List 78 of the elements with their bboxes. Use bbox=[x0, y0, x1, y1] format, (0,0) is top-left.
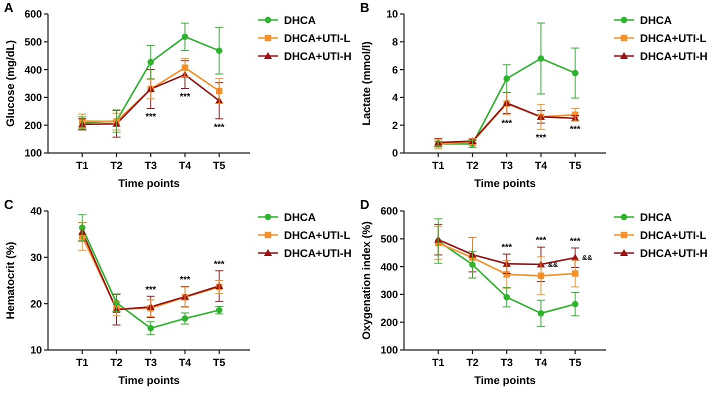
annotation: *** bbox=[145, 112, 156, 122]
chart-title: D bbox=[360, 197, 370, 212]
legend-label: DHCA+UTI-H bbox=[284, 50, 352, 63]
y-tick-label: 20 bbox=[30, 298, 42, 310]
x-tick-label: T1 bbox=[432, 357, 445, 369]
x-tick-label: T3 bbox=[144, 160, 157, 172]
y-tick-label: 400 bbox=[380, 261, 398, 274]
y-tick-label: 4 bbox=[392, 92, 398, 104]
y-tick-label: 300 bbox=[380, 289, 398, 302]
y-tick-label: 400 bbox=[24, 64, 42, 76]
x-tick-label: T4 bbox=[178, 357, 192, 369]
x-axis-title: Time points bbox=[474, 178, 536, 190]
legend-label: DHCA+UTI-L bbox=[284, 230, 351, 242]
x-tick-label: T1 bbox=[76, 357, 89, 369]
x-tick-label: T3 bbox=[500, 357, 513, 369]
x-axis-title: Time points bbox=[118, 178, 180, 190]
x-tick-label: T3 bbox=[144, 357, 157, 369]
x-axis-title: Time points bbox=[474, 375, 536, 387]
chart-title: C bbox=[4, 197, 14, 212]
legend-label: DHCA+UTI-H bbox=[284, 248, 352, 260]
x-tick-label: T5 bbox=[569, 357, 582, 369]
x-tick-label: T4 bbox=[178, 160, 192, 172]
annotation: *** bbox=[570, 236, 581, 246]
y-tick-label: 500 bbox=[24, 36, 42, 48]
x-tick-label: T2 bbox=[110, 160, 123, 172]
y-tick-label: 40 bbox=[30, 206, 42, 218]
annotation: *** bbox=[501, 118, 512, 128]
chart-title: B bbox=[360, 0, 370, 15]
y-tick-label: 300 bbox=[24, 92, 42, 104]
annotation: *** bbox=[536, 235, 547, 246]
y-tick-label: 6 bbox=[392, 64, 398, 76]
annotation: *** bbox=[570, 124, 581, 134]
x-tick-label: T1 bbox=[432, 160, 445, 172]
legend-label: DHCA+UTI-L bbox=[640, 230, 707, 242]
legend-label: DHCA+UTI-L bbox=[284, 32, 351, 45]
legend-label: DHCA bbox=[640, 212, 672, 224]
y-tick-label: 200 bbox=[380, 316, 398, 329]
y-tick-label: 200 bbox=[24, 120, 42, 132]
legend-label: DHCA bbox=[284, 212, 316, 224]
annotation: *** bbox=[214, 122, 225, 132]
x-tick-label: T2 bbox=[466, 357, 479, 369]
y-axis-title: Glucose (mg/dL) bbox=[5, 40, 17, 127]
x-tick-label: T5 bbox=[213, 357, 226, 369]
y-axis-title: Hematocrit (%) bbox=[5, 241, 17, 320]
x-tick-label: T4 bbox=[534, 160, 548, 172]
legend-label: DHCA bbox=[284, 14, 316, 27]
y-axis-title: Lactate (mmol/l) bbox=[361, 40, 373, 126]
annotation: *** bbox=[180, 92, 191, 102]
y-tick-label: 30 bbox=[30, 252, 42, 264]
x-tick-label: T2 bbox=[466, 160, 479, 172]
y-tick-label: 10 bbox=[386, 8, 398, 21]
x-tick-label: T1 bbox=[76, 160, 89, 172]
annotation: *** bbox=[145, 284, 156, 294]
x-tick-label: T3 bbox=[500, 160, 513, 172]
y-tick-label: 600 bbox=[380, 206, 398, 218]
x-tick-label: T5 bbox=[569, 160, 582, 172]
annotation: *** bbox=[214, 258, 225, 269]
x-axis-title: Time points bbox=[118, 375, 180, 387]
y-tick-label: 8 bbox=[392, 36, 398, 48]
x-tick-label: T4 bbox=[534, 357, 548, 369]
x-tick-label: T5 bbox=[213, 160, 226, 172]
y-tick-label: 100 bbox=[380, 344, 398, 357]
legend-label: DHCA+UTI-L bbox=[640, 32, 707, 45]
legend-label: DHCA+UTI-H bbox=[640, 248, 708, 260]
legend-label: DHCA bbox=[640, 14, 672, 27]
legend-label: DHCA+UTI-H bbox=[640, 50, 708, 63]
y-tick-label: 0 bbox=[392, 148, 398, 160]
chart-title: A bbox=[4, 0, 14, 15]
y-tick-label: 500 bbox=[380, 233, 398, 246]
y-tick-label: 600 bbox=[24, 8, 42, 21]
annotation: *** bbox=[180, 274, 191, 285]
y-axis-title: Oxygenation index (%) bbox=[361, 220, 373, 340]
annotation: *** bbox=[501, 242, 512, 252]
x-tick-label: T2 bbox=[110, 357, 123, 369]
y-tick-label: 10 bbox=[30, 344, 42, 357]
y-tick-label: 2 bbox=[392, 120, 398, 132]
y-tick-label: 100 bbox=[24, 148, 42, 160]
annotation: *** bbox=[536, 132, 547, 142]
